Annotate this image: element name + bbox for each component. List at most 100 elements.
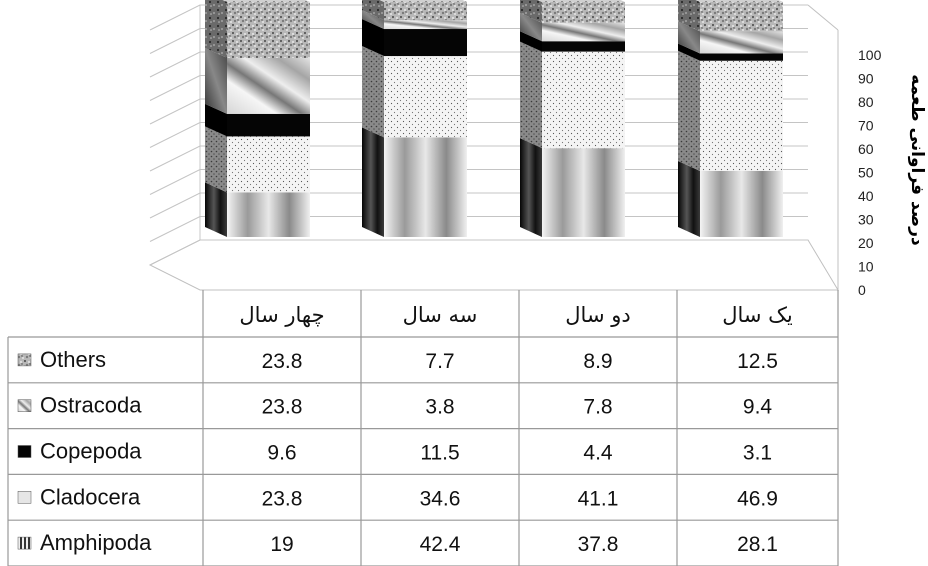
data-label: 28.1 — [737, 533, 778, 556]
data-label: 3.1 — [743, 442, 772, 465]
y-tick-label: 30 — [858, 212, 874, 228]
bar-segment-side-cladocera — [205, 126, 227, 193]
bar-segment-side-others — [205, 0, 227, 58]
legend-swatch-amphipoda — [17, 536, 32, 550]
data-label: 7.8 — [583, 396, 612, 419]
data-label: 9.4 — [743, 396, 773, 419]
y-tick-label: 10 — [858, 259, 874, 275]
bar-segment-side-amphipoda — [205, 182, 227, 237]
bar-segment-side-others — [362, 0, 384, 21]
bar-segment-side-copepoda — [520, 31, 542, 52]
bar-stack — [520, 0, 625, 237]
category-label: سه سال — [403, 303, 478, 327]
legend-swatch-others — [17, 353, 32, 367]
gridline — [149, 239, 808, 266]
bar-segment-side-copepoda — [362, 19, 384, 57]
y-tick-label: 70 — [858, 118, 874, 134]
data-label: 42.4 — [420, 533, 461, 556]
legend-label: Ostracoda — [40, 393, 142, 418]
y-axis-label: درصد فراوانی طعمه — [907, 74, 927, 246]
data-label: 12.5 — [737, 350, 778, 373]
floor-outline — [148, 239, 839, 291]
bar-segment-side-ostracoda — [362, 10, 384, 30]
bar-segment-side-others — [520, 0, 542, 23]
data-label: 46.9 — [737, 487, 778, 510]
bar-segment-side-others — [678, 0, 700, 32]
data-label: 41.1 — [578, 487, 619, 510]
right-edge — [807, 4, 839, 31]
data-label: 23.8 — [262, 487, 303, 510]
data-label: 9.6 — [267, 442, 296, 465]
bar-segment-amphipoda — [384, 137, 467, 237]
y-tick-label: 20 — [858, 235, 874, 251]
y-tick-label: 60 — [858, 141, 874, 157]
bar-stack — [362, 0, 467, 237]
data-label: 34.6 — [420, 487, 461, 510]
bar-segment-others — [384, 2, 467, 21]
bar-segment-side-amphipoda — [520, 138, 542, 237]
bar-stack — [205, 0, 310, 237]
bar-stack — [678, 0, 783, 237]
legend-swatch-ostracoda — [17, 399, 32, 412]
bar-segment-side-amphipoda — [362, 127, 384, 237]
y-tick-label: 80 — [858, 94, 874, 110]
legend-label: Amphipoda — [40, 530, 152, 555]
data-label: 3.8 — [425, 396, 454, 419]
bar-top — [222, 0, 310, 2]
bar-segment-others — [227, 2, 310, 58]
data-label: 37.8 — [578, 533, 619, 556]
data-label: 7.7 — [425, 350, 454, 373]
category-label: چهار سال — [239, 303, 324, 327]
data-label: 19 — [270, 533, 293, 556]
bar-segment-cladocera — [542, 51, 625, 149]
category-label: یک سال — [722, 303, 793, 327]
bar-segment-others — [542, 1, 625, 23]
bar-segment-cladocera — [227, 136, 310, 193]
bar-segment-amphipoda — [700, 170, 783, 237]
bar-segment-ostracoda — [227, 57, 310, 114]
data-label: 8.9 — [583, 350, 612, 373]
y-tick-label: 100 — [858, 47, 882, 63]
y-tick-label: 90 — [858, 71, 874, 87]
legend-label: Others — [40, 347, 106, 372]
category-label: دو سال — [565, 303, 630, 327]
y-tick-label: 40 — [858, 188, 874, 204]
bar-segment-cladocera — [700, 60, 783, 171]
bar-segment-copepoda — [700, 53, 783, 61]
bar-segment-amphipoda — [227, 192, 310, 237]
legend-label: Copepoda — [40, 439, 142, 464]
bar-segment-ostracoda — [542, 22, 625, 42]
bar-segment-side-cladocera — [362, 46, 384, 138]
bar-segment-copepoda — [384, 29, 467, 57]
bar-top — [695, 0, 783, 2]
data-table: چهار سال سه سال دو سال یک سال Others 23.8 7.7 8… — [7, 290, 839, 566]
bar-top — [537, 0, 625, 2]
bar-segment-others — [700, 2, 783, 32]
bar-segment-amphipoda — [542, 148, 625, 237]
legend-label: Cladocera — [40, 484, 141, 509]
legend-swatch-cladocera — [17, 491, 32, 504]
bar-segment-side-copepoda — [678, 43, 700, 61]
y-tick-label: 50 — [858, 165, 874, 181]
data-label: 11.5 — [420, 442, 459, 465]
bar-segment-side-ostracoda — [520, 12, 542, 42]
data-label: 23.8 — [262, 350, 303, 373]
bar-top — [379, 0, 467, 2]
legend-swatch-copepoda — [17, 445, 32, 458]
bar-segment-copepoda — [227, 113, 310, 137]
bar-segment-side-amphipoda — [678, 160, 700, 237]
bar-segment-copepoda — [542, 41, 625, 52]
bar-segment-side-ostracoda — [678, 21, 700, 54]
data-label: 4.4 — [583, 442, 613, 465]
bar-segment-side-cladocera — [520, 41, 542, 149]
bar-segment-side-copepoda — [205, 103, 227, 137]
y-axis: 0 10 20 30 40 50 60 70 80 90 100 — [858, 47, 882, 298]
bar-segment-cladocera — [384, 56, 467, 138]
bar-segment-ostracoda — [384, 20, 467, 30]
bar-segment-ostracoda — [700, 31, 783, 54]
bar-segment-side-cladocera — [678, 50, 700, 171]
data-label: 23.8 — [262, 396, 303, 419]
bar-segment-side-ostracoda — [205, 47, 227, 114]
y-tick-label: 0 — [858, 282, 866, 298]
